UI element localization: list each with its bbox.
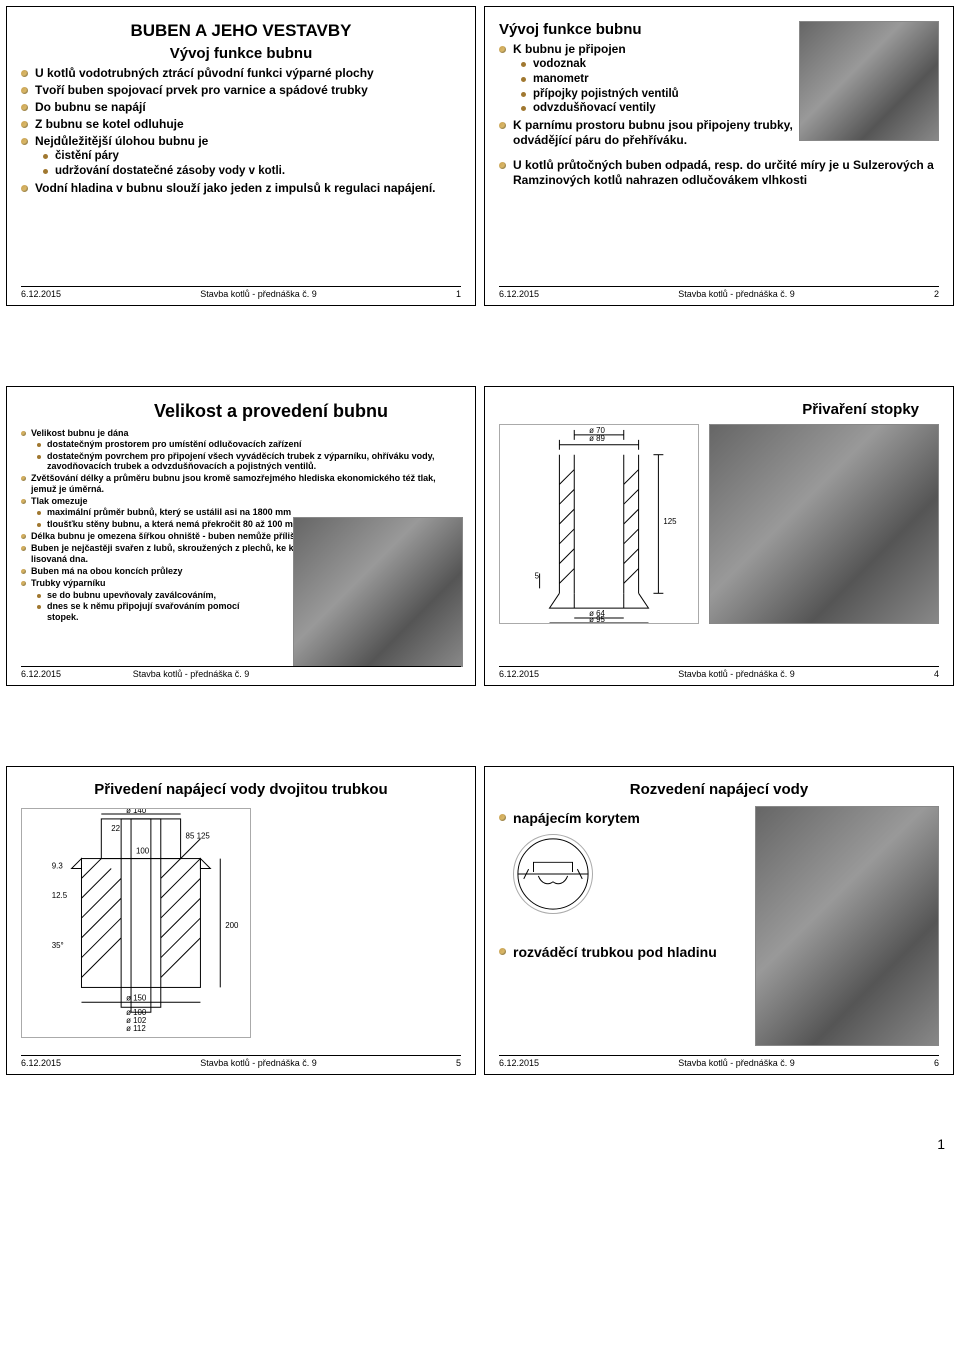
list-subitem: se do bubnu upevňovaly zaválcováním, [31, 590, 263, 600]
slide6-title: Rozvedení napájecí vody [499, 781, 939, 798]
list-subitem: odvzdušňovací ventily [513, 102, 793, 116]
stub-weld-diagram: ø 89 ø 70 125 ø 64 ø 95 5 [499, 424, 699, 624]
dim-label: 22 [111, 824, 120, 833]
overall-page-number: 1 [937, 1136, 945, 1152]
slide2-title: Vývoj funkce bubnu [499, 21, 793, 38]
slide-4: Přivaření stopky [484, 386, 954, 686]
slide2-list: K bubnu je připojen vodoznak manometr př… [499, 42, 793, 148]
list-subitem: přípojky pojistných ventilů [513, 88, 793, 102]
slide-footer: 6.12.2015 Stavba kotlů - přednáška č. 9 … [499, 666, 939, 679]
dim-label: 100 [136, 847, 150, 856]
list-item: napájecím korytem [499, 810, 745, 828]
slide-5: Přivedení napájecí vody dvojitou trubkou [6, 766, 476, 1075]
slide-6: Rozvedení napájecí vody napájecím koryte… [484, 766, 954, 1075]
list-item: U kotlů průtočných buben odpadá, resp. d… [499, 158, 939, 188]
footer-center: Stavba kotlů - přednáška č. 9 [678, 1058, 795, 1068]
boiler-drum-photo [799, 21, 939, 141]
list-subitem: čistění páry [35, 150, 461, 164]
dim-label: ø 70 [589, 426, 605, 435]
list-item: U kotlů vodotrubných ztrácí původní funk… [21, 66, 461, 81]
list-subitem: vodoznak [513, 58, 793, 72]
footer-center: Stavba kotlů - přednáška č. 9 [200, 1058, 317, 1068]
list-subitem: manometr [513, 73, 793, 87]
tube-stubs-photo [709, 424, 939, 624]
footer-page: 5 [456, 1058, 461, 1068]
list-item: K parnímu prostoru bubnu jsou připojeny … [499, 118, 793, 148]
list-item-label: Tlak omezuje [31, 496, 88, 506]
dim-label: 9.3 [52, 861, 64, 870]
list-item: Nejdůležitější úlohou bubnu je čistění p… [21, 134, 461, 179]
slide1-list: U kotlů vodotrubných ztrácí původní funk… [21, 66, 461, 196]
slide6-list-2: rozváděcí trubkou pod hladinu [499, 944, 745, 961]
list-item: rozváděcí trubkou pod hladinu [499, 944, 745, 961]
list-subitem: dnes se k němu připojují svařováním pomo… [31, 601, 263, 622]
list-item: Z bubnu se kotel odluhuje [21, 117, 461, 132]
dim-label: ø 140 [126, 809, 147, 815]
footer-page: 4 [934, 669, 939, 679]
list-item: Velikost bubnu je dána dostatečným prost… [21, 428, 461, 471]
footer-page: 2 [934, 289, 939, 299]
slide-1: BUBEN A JEHO VESTAVBY Vývoj funkce bubnu… [6, 6, 476, 306]
slide1-title1: BUBEN A JEHO VESTAVBY [21, 21, 461, 41]
footer-page: 1 [456, 289, 461, 299]
dim-label: ø 95 [589, 615, 605, 623]
slide6-list: napájecím korytem [499, 810, 745, 828]
list-item-label: K bubnu je připojen [513, 42, 626, 56]
dim-label: 85 125 [186, 832, 211, 841]
dim-label: 5 [535, 571, 540, 580]
list-subitem: udržování dostatečné zásoby vody v kotli… [35, 165, 461, 179]
list-item: Zvětšování délky a průměru bubnu jsou kr… [21, 473, 461, 494]
footer-date: 6.12.2015 [499, 1058, 539, 1068]
list-item-label: Velikost bubnu je dána [31, 428, 129, 438]
slide2-list-2: U kotlů průtočných buben odpadá, resp. d… [499, 158, 939, 188]
footer-center: Stavba kotlů - přednáška č. 9 [133, 669, 390, 679]
slide-footer: 6.12.2015 Stavba kotlů - přednáška č. 9 … [21, 1055, 461, 1068]
footer-date: 6.12.2015 [499, 289, 539, 299]
dim-label: 35° [52, 941, 64, 950]
list-item: Do bubnu se napájí [21, 100, 461, 115]
list-subitem: dostatečným povrchem pro připojení všech… [31, 451, 461, 472]
slide-footer: 6.12.2015 Stavba kotlů - přednáška č. 9 [21, 666, 461, 679]
drum-holes-photo [293, 517, 463, 667]
slide-2: Vývoj funkce bubnu K bubnu je připojen v… [484, 6, 954, 306]
footer-date: 6.12.2015 [21, 1058, 61, 1068]
feedwater-double-tube-diagram: ø 140 22 85 125 100 9.3 12.5 35° 200 ø 1… [21, 808, 251, 1038]
list-item: Tvoří buben spojovací prvek pro varnice … [21, 83, 461, 98]
slide-3: Velikost a provedení bubnu Velikost bubn… [6, 386, 476, 686]
list-item: K bubnu je připojen vodoznak manometr př… [499, 42, 793, 116]
slides-grid: BUBEN A JEHO VESTAVBY Vývoj funkce bubnu… [6, 6, 954, 1075]
list-item-label: Trubky výparníku [31, 578, 106, 588]
slide1-title2: Vývoj funkce bubnu [21, 45, 461, 62]
dim-label: ø 112 [126, 1024, 146, 1033]
list-item-label: Nejdůležitější úlohou bubnu je [35, 134, 208, 148]
list-item: Vodní hladina v bubnu slouží jako jeden … [21, 181, 461, 196]
slide5-title: Přivedení napájecí vody dvojitou trubkou [21, 781, 461, 798]
slide3-title: Velikost a provedení bubnu [81, 401, 461, 422]
slide-footer: 6.12.2015 Stavba kotlů - přednáška č. 9 … [21, 286, 461, 299]
dim-label: 12.5 [52, 891, 68, 900]
footer-page: 6 [934, 1058, 939, 1068]
list-subitem: dostatečným prostorem pro umístění odluč… [31, 439, 461, 449]
dim-label: 125 [663, 517, 677, 526]
dim-label: ø 150 [126, 993, 147, 1002]
footer-center: Stavba kotlů - přednáška č. 9 [200, 289, 317, 299]
footer-center: Stavba kotlů - přednáška č. 9 [678, 289, 795, 299]
footer-date: 6.12.2015 [499, 669, 539, 679]
footer-date: 6.12.2015 [21, 289, 61, 299]
dim-label: 200 [225, 921, 239, 930]
slide4-title: Přivaření stopky [499, 401, 939, 418]
list-item: Trubky výparníku se do bubnu upevňovaly … [21, 578, 263, 621]
slide-footer: 6.12.2015 Stavba kotlů - přednáška č. 9 … [499, 286, 939, 299]
footer-date: 6.12.2015 [21, 669, 61, 679]
drum-interior-photo [755, 806, 939, 1046]
slide-footer: 6.12.2015 Stavba kotlů - přednáška č. 9 … [499, 1055, 939, 1068]
feed-trough-diagram [513, 834, 593, 914]
footer-center: Stavba kotlů - přednáška č. 9 [678, 669, 795, 679]
